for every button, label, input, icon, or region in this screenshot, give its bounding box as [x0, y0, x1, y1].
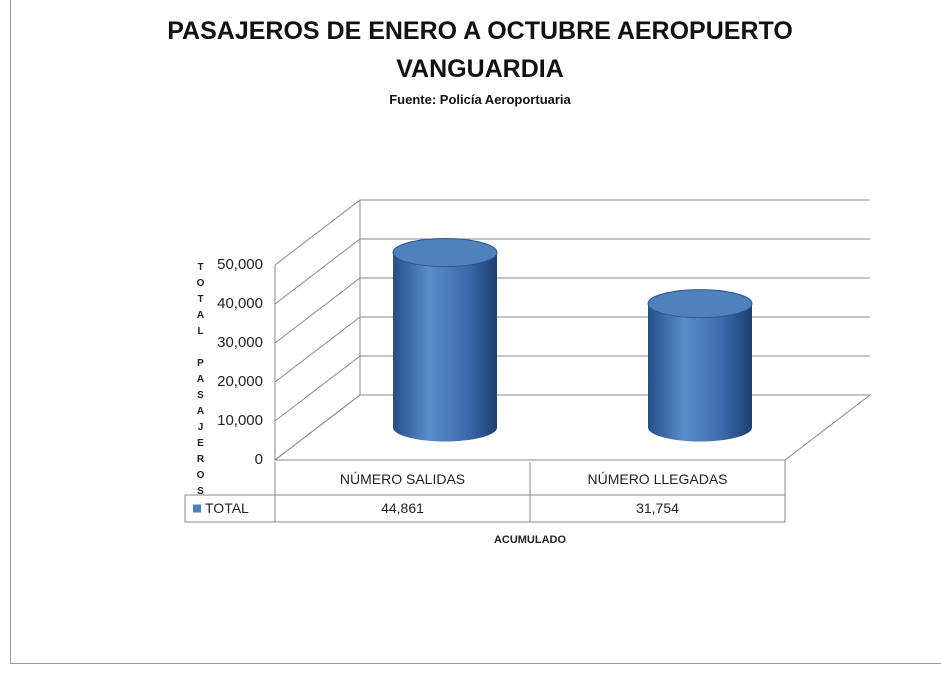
x-tick-label: NÚMERO LLEGADAS: [587, 471, 727, 487]
value-label: 44,861: [381, 500, 424, 516]
table-border: [275, 460, 786, 523]
grid-line: [274, 316, 870, 383]
grid-line: [274, 199, 870, 266]
value-label: 31,754: [636, 500, 679, 516]
y-tick-label: 40,000: [217, 295, 263, 312]
y-axis-label: TOTAL PASAJEROS: [195, 262, 206, 502]
legend-label: TOTAL: [205, 500, 249, 516]
x-tick-label: NÚMERO SALIDAS: [340, 471, 465, 487]
y-tick-label: 20,000: [217, 373, 263, 390]
y-tick-label: 50,000: [217, 256, 263, 273]
grid-line: [274, 277, 870, 344]
y-tick-label: 10,000: [217, 412, 263, 429]
x-axis-label: ACUMULADO: [494, 534, 567, 546]
cylinder-top: [392, 238, 498, 268]
grid-line: [274, 238, 870, 305]
chart-subtitle: Fuente: Policía Aeroportuaria: [389, 92, 571, 107]
table-border: [184, 462, 785, 523]
cylinder-body: [393, 252, 497, 442]
floor: [273, 394, 872, 461]
legend-key: [193, 504, 201, 513]
cylinder-body: [648, 303, 752, 442]
y-tick-label: 0: [255, 451, 263, 468]
chart-title: PASAJEROS DE ENERO A OCTUBRE AEROPUERTO …: [167, 17, 793, 83]
cylinder-top: [647, 289, 753, 319]
frame: [10, 0, 941, 664]
y-tick-label: 30,000: [217, 334, 263, 351]
